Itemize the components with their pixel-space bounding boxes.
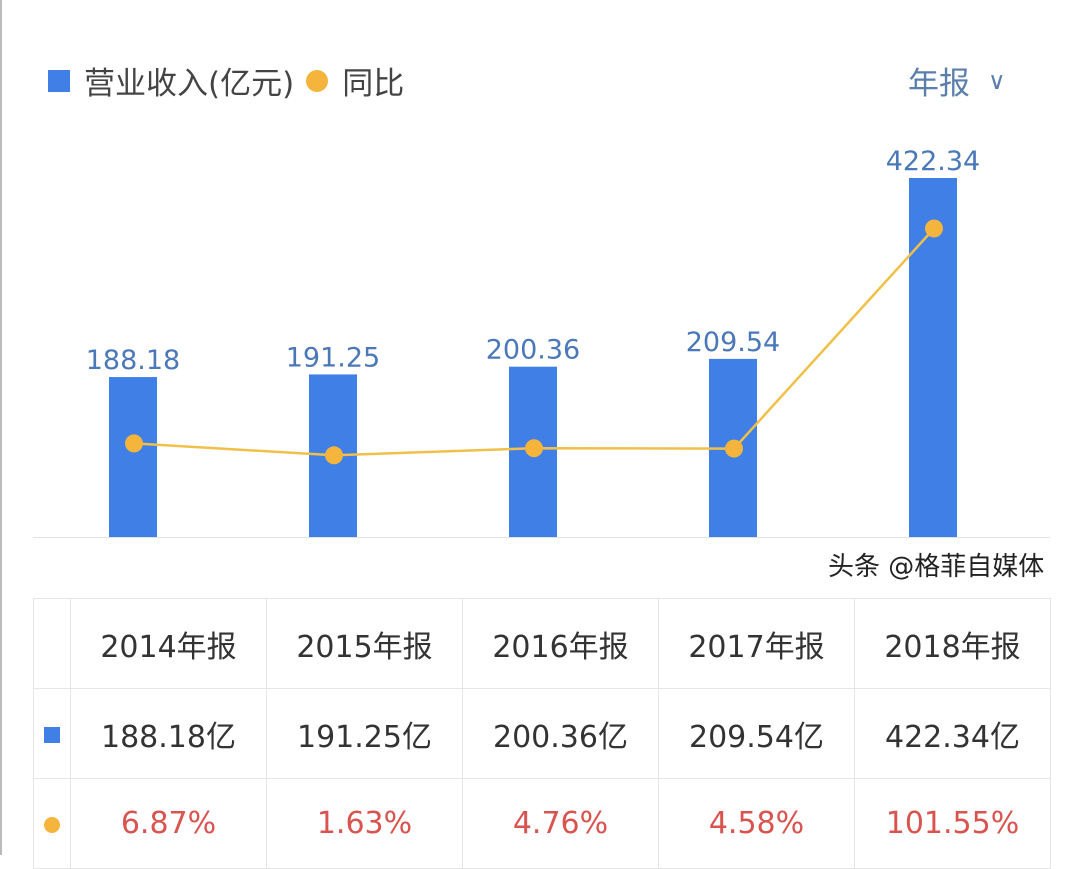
- chart: 188.18 191.25 200.36 209.54 422.34: [33, 146, 1050, 538]
- line-legend-label: 同比: [342, 66, 405, 102]
- bar-data-label: 188.18: [86, 345, 180, 376]
- bar-legend-label: 营业收入(亿元): [84, 66, 295, 102]
- legend: 营业收入(亿元) 同比: [48, 58, 404, 103]
- yoy-cell: 4.58%: [658, 778, 855, 869]
- revenue-cell: 209.54亿: [658, 688, 855, 779]
- table-row-yoy: 6.87% 1.63% 4.76% 4.58% 101.55%: [33, 778, 1051, 869]
- yoy-cell: 101.55%: [854, 778, 1051, 869]
- bar-data-label: 191.25: [286, 342, 380, 373]
- chevron-down-icon: ∨: [988, 66, 1006, 95]
- revenue-marker-icon: [44, 727, 60, 743]
- yoy-cell: 4.76%: [462, 778, 659, 869]
- bar: [109, 377, 157, 537]
- yoy-cell: 6.87%: [70, 778, 267, 869]
- revenue-cell: 200.36亿: [462, 688, 659, 779]
- table-header-row: 2014年报 2015年报 2016年报 2017年报 2018年报: [33, 598, 1051, 689]
- left-border: [0, 0, 2, 855]
- yoy-marker-icon: [44, 817, 60, 833]
- yoy-point: [325, 446, 343, 465]
- revenue-cell: 191.25亿: [266, 688, 463, 779]
- table-header-cell: 2018年报: [854, 598, 1051, 689]
- bar: [909, 178, 957, 537]
- yoy-point: [125, 434, 143, 453]
- bar-data-label: 209.54: [686, 327, 780, 358]
- table-row-revenue: 188.18亿 191.25亿 200.36亿 209.54亿 422.34亿: [33, 688, 1051, 779]
- bar-data-label: 200.36: [486, 335, 580, 366]
- yoy-cell: 1.63%: [266, 778, 463, 869]
- period-dropdown[interactable]: 年报 ∨: [908, 58, 1006, 103]
- watermark: 头条 @格菲自媒体: [828, 552, 1045, 582]
- line-legend-swatch: [306, 69, 329, 92]
- period-label: 年报: [908, 66, 970, 102]
- table-header-cell: 2017年报: [658, 598, 855, 689]
- table-header-cell: 2015年报: [266, 598, 463, 689]
- yoy-point: [525, 439, 543, 458]
- bar-data-label: 422.34: [886, 146, 980, 177]
- bar-legend-swatch: [48, 69, 70, 92]
- table-header-cell: 2014年报: [70, 598, 267, 689]
- revenue-cell: 188.18亿: [70, 688, 267, 779]
- yoy-point: [925, 219, 943, 238]
- yoy-point: [725, 439, 743, 458]
- revenue-cell: 422.34亿: [854, 688, 1051, 779]
- table-header-cell: 2016年报: [462, 598, 659, 689]
- data-table: 2014年报 2015年报 2016年报 2017年报 2018年报 188.18亿 19…: [33, 598, 1051, 869]
